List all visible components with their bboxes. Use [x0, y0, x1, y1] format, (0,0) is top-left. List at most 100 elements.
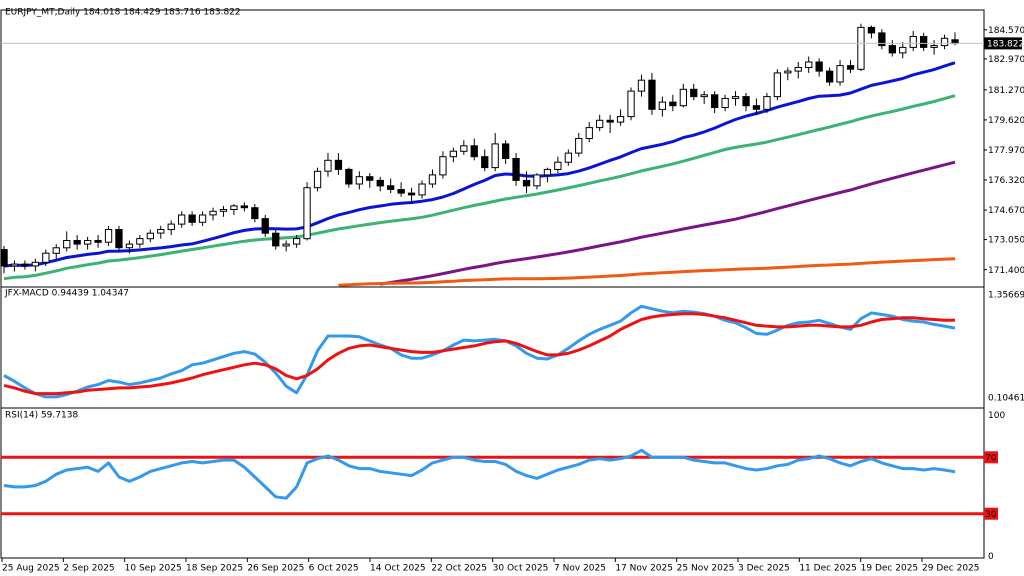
- candle: [460, 140, 468, 155]
- candle-body: [575, 138, 583, 154]
- candle: [355, 171, 364, 190]
- candle-body: [815, 61, 823, 72]
- time-tick-label: 30 Oct 2025: [493, 564, 549, 574]
- candle: [690, 83, 698, 101]
- candle: [209, 207, 217, 221]
- time-tick-label: 25 Aug 2025: [2, 564, 60, 574]
- candle-body: [387, 185, 395, 190]
- time-tick-label: 10 Sep 2025: [125, 564, 182, 574]
- macd-panel: 1.35669 0.10461: [3, 290, 1024, 404]
- candle-body: [920, 36, 928, 48]
- candle: [240, 202, 248, 212]
- candle: [899, 41, 907, 59]
- candle-body: [805, 61, 813, 68]
- candle: [366, 173, 374, 188]
- candle: [303, 182, 311, 241]
- candle-body: [178, 214, 186, 225]
- candle: [42, 249, 50, 266]
- candle-body: [522, 179, 531, 187]
- candle: [439, 151, 447, 179]
- candle: [616, 109, 625, 126]
- candle: [178, 211, 186, 228]
- rsi-panel-frame: [0, 407, 985, 559]
- candle: [763, 92, 771, 113]
- price-tick-label: 181.270: [988, 86, 1024, 96]
- candle-body: [721, 97, 729, 109]
- candle-body: [397, 189, 405, 194]
- candle: [84, 236, 92, 250]
- candle-body: [345, 168, 353, 185]
- candle-body: [230, 205, 238, 210]
- rsi-tick-label: 0: [988, 552, 994, 562]
- candle-body: [167, 223, 175, 231]
- candle-body: [439, 156, 447, 176]
- time-tick-label: 17 Nov 2025: [615, 564, 673, 574]
- macd-line: [3, 304, 956, 399]
- candle: [345, 167, 353, 188]
- current-price-label: 183.822: [987, 40, 1024, 50]
- candle-body: [637, 79, 646, 92]
- candle: [575, 133, 583, 157]
- candle: [146, 229, 154, 243]
- candle-body: [554, 161, 562, 170]
- candle-body: [366, 176, 374, 181]
- candle-body: [658, 101, 667, 110]
- signal-line: [3, 312, 956, 396]
- macd-header: JFX-MACD 0.94439 1.04347: [4, 289, 129, 299]
- candle-body: [251, 207, 259, 220]
- candle-body: [669, 101, 677, 107]
- candle: [731, 91, 740, 106]
- candle-body: [428, 174, 437, 185]
- candle-body: [188, 214, 196, 223]
- candle-body: [648, 79, 656, 110]
- rsi-level-tag: [984, 451, 998, 464]
- candle-body: [752, 105, 761, 110]
- candle-body: [826, 70, 834, 83]
- candle-body: [784, 70, 792, 74]
- candle-body: [616, 116, 625, 123]
- candle: [104, 225, 113, 246]
- rsi-level-label: 70: [985, 453, 997, 463]
- candle: [21, 260, 29, 270]
- candle-body: [867, 26, 876, 34]
- candle-body: [418, 183, 426, 196]
- moving-average-line: [338, 257, 956, 287]
- candle: [491, 133, 499, 172]
- candle: [742, 92, 750, 112]
- rsi-line: [3, 448, 956, 500]
- candle: [230, 204, 238, 215]
- time-tick-label: 18 Sep 2025: [186, 564, 243, 574]
- candle: [272, 229, 280, 250]
- price-tick-label: 174.670: [988, 206, 1024, 216]
- candle-body: [261, 218, 269, 234]
- price-tick-label: 171.400: [988, 266, 1024, 276]
- candle: [167, 220, 175, 236]
- candle-body: [240, 205, 248, 209]
- candle-body: [272, 232, 280, 247]
- time-tick-label: 29 Dec 2025: [922, 564, 980, 574]
- candle-body: [794, 67, 802, 72]
- candle: [334, 153, 343, 175]
- candle: [219, 205, 228, 217]
- candle: [711, 91, 719, 113]
- candle-body: [564, 152, 573, 163]
- candle: [721, 94, 729, 112]
- candle-body: [125, 243, 134, 249]
- candle: [909, 31, 917, 52]
- candle: [658, 96, 667, 117]
- candle: [428, 169, 437, 188]
- candle: [627, 87, 635, 121]
- price-tick-label: 179.620: [988, 116, 1024, 126]
- candle: [543, 167, 552, 183]
- candle: [125, 240, 134, 254]
- candle-body: [282, 243, 290, 247]
- candle: [940, 34, 949, 50]
- candle: [784, 67, 792, 81]
- candle-body: [596, 119, 604, 129]
- time-axis: 25 Aug 2025 2 Sep 2025 10 Sep 2025 18 Sep 2…: [1, 558, 980, 574]
- moving-average-line: [3, 94, 956, 281]
- candle: [773, 69, 782, 101]
- rsi-header: RSI(14) 59.7138: [5, 411, 78, 421]
- candle: [596, 114, 604, 132]
- candle: [387, 178, 395, 194]
